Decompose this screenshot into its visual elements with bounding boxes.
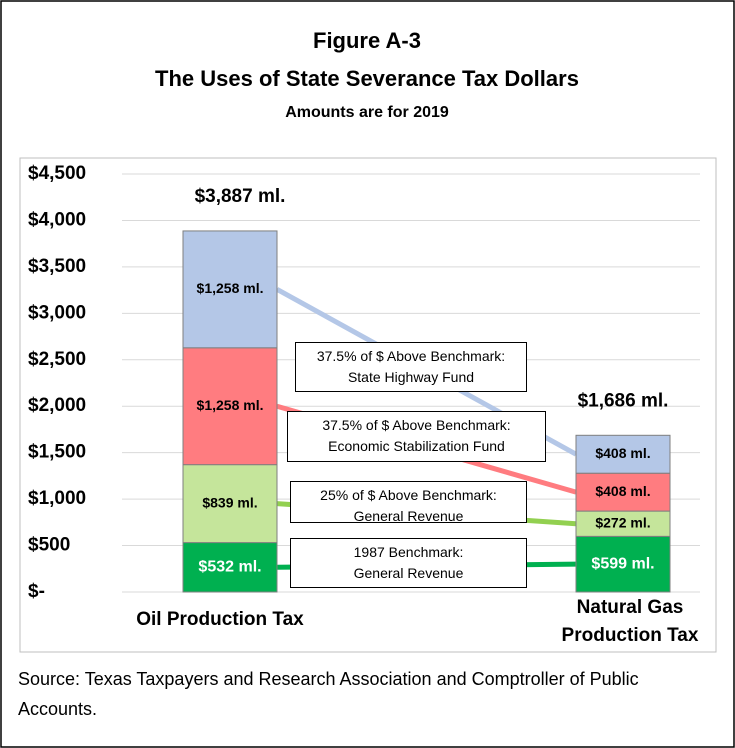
- value-label: $839 ml.: [202, 494, 257, 510]
- bar-segment: [575, 535, 671, 593]
- bar-segment: [575, 472, 671, 512]
- bar-segment: [182, 347, 278, 466]
- y-tick-label: $3,000: [28, 302, 86, 323]
- legend-box: 25% of $ Above Benchmark: General Revenu…: [290, 481, 527, 524]
- y-tick-label: $500: [28, 535, 70, 556]
- total-label: $1,686 ml.: [578, 390, 669, 411]
- bar-segment: [182, 464, 278, 544]
- y-tick-label: $2,500: [28, 349, 86, 370]
- legend-box: 37.5% of $ Above Benchmark: Economic Sta…: [287, 411, 546, 462]
- chart-note: Amounts are for 2019: [285, 104, 449, 121]
- chart-subtitle: The Uses of State Severance Tax Dollars: [155, 66, 579, 91]
- y-tick-label: $1,000: [28, 488, 86, 509]
- plot-frame: [19, 157, 717, 653]
- value-label: $599 ml.: [591, 555, 654, 572]
- y-tick-label: $4,000: [28, 209, 86, 230]
- value-label: $408 ml.: [595, 445, 650, 461]
- y-tick-label: $3,500: [28, 256, 86, 277]
- chart-title: Figure A-3: [313, 28, 421, 53]
- value-label: $1,258 ml.: [197, 280, 264, 296]
- bar-segment: [575, 510, 671, 537]
- bar-segment: [575, 434, 671, 474]
- x-tick-label: Oil Production Tax: [136, 609, 304, 630]
- legend-box: 37.5% of $ Above Benchmark: State Highwa…: [295, 342, 527, 392]
- y-tick-label: $1,500: [28, 442, 86, 463]
- y-tick-label: $-: [28, 581, 45, 602]
- total-label: $3,887 ml.: [195, 186, 286, 207]
- legend-box: 1987 Benchmark: General Revenue: [290, 538, 527, 588]
- x-tick-label: Natural Gas Production Tax: [561, 597, 699, 646]
- bars: $532 ml. $599 ml. $839 ml. $272 ml. $1,258 m…: [182, 186, 671, 593]
- value-label: $272 ml.: [595, 514, 650, 530]
- bar-segment: [182, 230, 278, 349]
- bar-segment: [182, 542, 278, 593]
- source: Source: Texas Taxpayers and Research Ass…: [18, 669, 639, 719]
- value-label: $408 ml.: [595, 483, 650, 499]
- y-tick-label: $4,500: [28, 163, 86, 184]
- value-label: $532 ml.: [198, 559, 261, 576]
- y-tick-label: $2,000: [28, 395, 86, 416]
- value-label: $1,258 ml.: [197, 397, 264, 413]
